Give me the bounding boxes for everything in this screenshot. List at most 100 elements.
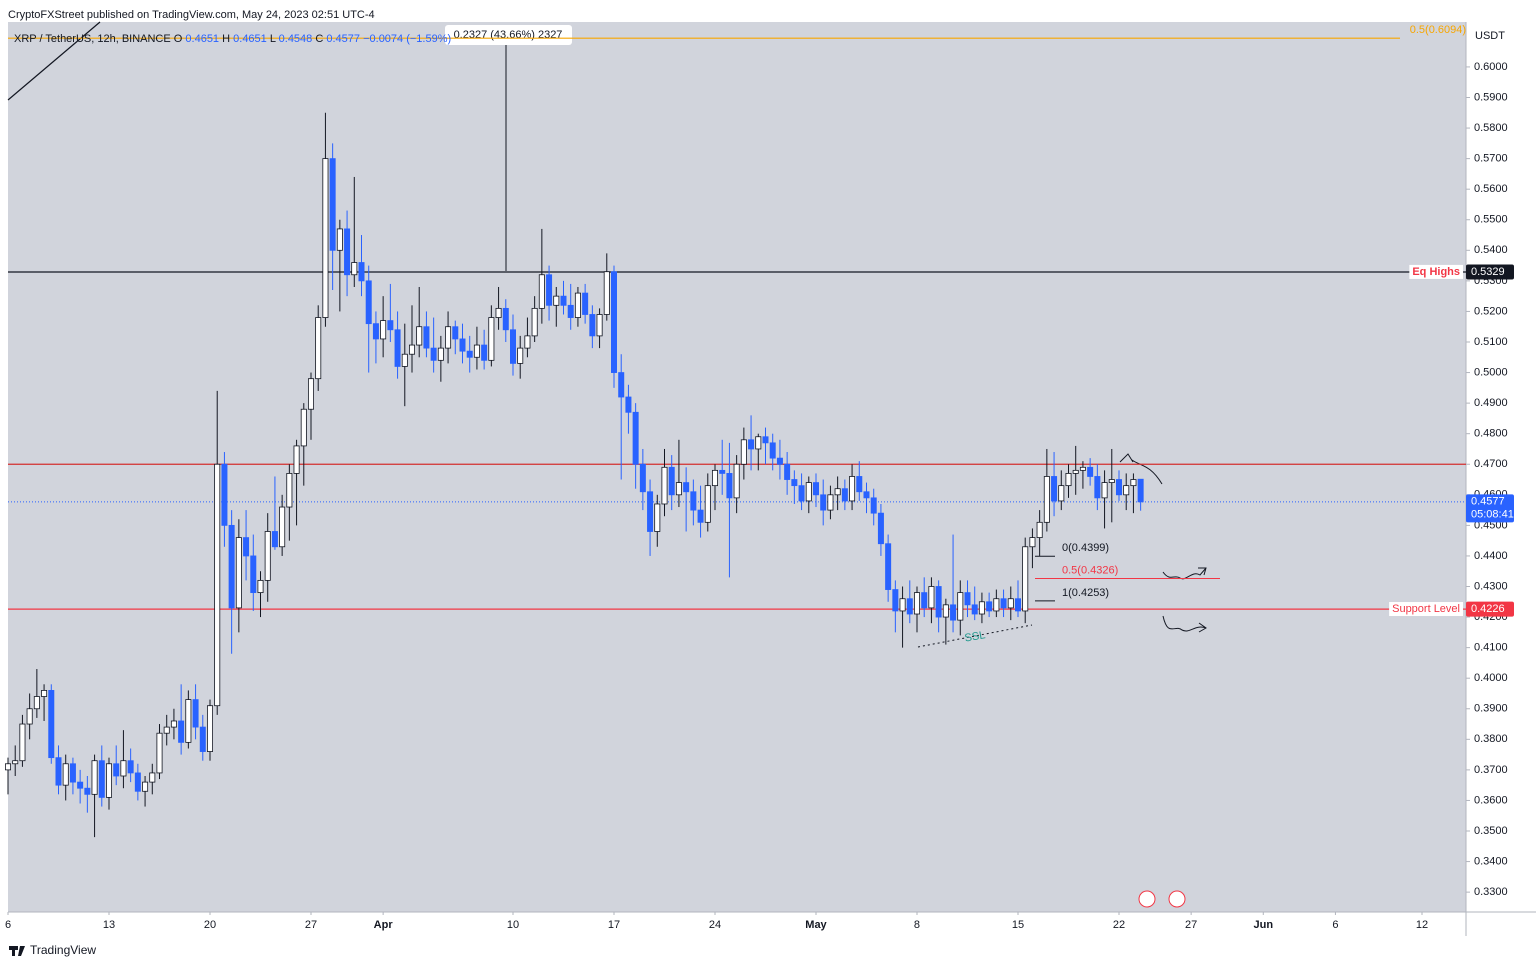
candle-body <box>877 512 884 545</box>
candle-body <box>950 604 957 621</box>
candle-body <box>264 531 271 581</box>
candle-body <box>913 592 920 615</box>
candle-body <box>206 705 213 752</box>
candle-body <box>1007 598 1014 609</box>
candle-body <box>769 442 776 459</box>
candle-body <box>401 353 408 367</box>
candle-body <box>726 473 733 499</box>
candle-body <box>625 396 632 413</box>
candle-body <box>134 772 141 792</box>
y-tick-label: 0.3800 <box>1474 733 1508 745</box>
candle-body <box>445 326 452 349</box>
candle-body <box>163 726 170 734</box>
candle-body <box>863 491 870 499</box>
x-tick-label: 6 <box>5 919 11 931</box>
candle-body <box>26 708 33 725</box>
candle-body <box>870 497 877 514</box>
candle-body <box>91 760 98 795</box>
y-tick-label: 0.3500 <box>1474 825 1508 837</box>
price-tag-label: 0.4577 <box>1471 496 1505 508</box>
candle-body <box>235 537 242 609</box>
candle-body <box>127 760 134 774</box>
candle-body <box>654 503 661 532</box>
candle-body <box>416 326 423 346</box>
candle-body <box>964 592 971 606</box>
candle-body <box>1051 476 1058 502</box>
candle-body <box>199 726 206 752</box>
candle-body <box>827 494 834 511</box>
candle-body <box>279 506 286 548</box>
candle-body <box>286 473 293 508</box>
legend-value: 0.4651 <box>185 33 219 45</box>
trend-line <box>7 21 101 101</box>
candle-body <box>675 482 682 496</box>
legend-value: 0.4577 <box>326 33 360 45</box>
candle-body <box>170 720 177 728</box>
y-tick-label: 0.5500 <box>1474 214 1508 226</box>
candle-body <box>120 760 127 777</box>
candle-body <box>221 463 228 526</box>
candle-body <box>993 598 1000 612</box>
candle-body <box>711 469 718 487</box>
candle-body <box>19 723 26 762</box>
candle-body <box>755 436 762 450</box>
event-icon[interactable] <box>1138 890 1156 908</box>
candle-body <box>524 335 531 349</box>
candle-body <box>1130 479 1137 487</box>
candle-body <box>589 314 596 337</box>
candle-body <box>618 372 625 398</box>
y-tick-label: 0.5900 <box>1474 91 1508 103</box>
candle-body <box>647 491 654 532</box>
candle-body <box>812 482 819 496</box>
candle-body <box>495 307 502 318</box>
candle-body <box>1108 479 1115 483</box>
level-label: 0.5(0.6094) <box>1410 24 1466 36</box>
candle-body <box>1094 476 1101 499</box>
x-tick-label: 20 <box>204 919 216 931</box>
candle-body <box>192 699 199 728</box>
candle-body <box>98 760 105 798</box>
candle-body <box>1115 479 1122 496</box>
candle-body <box>683 482 690 493</box>
candle-body <box>12 760 19 765</box>
candle-body <box>48 690 55 759</box>
y-tick-label: 0.6000 <box>1474 61 1508 73</box>
candle-body <box>228 524 235 609</box>
candle-body <box>1000 598 1007 609</box>
candle-body <box>1058 485 1065 502</box>
candle-body <box>957 592 964 621</box>
price-tag-label: 0.4226 <box>1471 603 1505 615</box>
y-tick-label: 0.5800 <box>1474 122 1508 134</box>
x-tick-label: 6 <box>1332 919 1338 931</box>
candle-body <box>1137 478 1144 503</box>
candle-body <box>55 757 62 786</box>
candle-body <box>986 601 993 612</box>
candle-body <box>113 763 120 777</box>
candle-body <box>820 494 827 511</box>
y-tick-label: 0.5400 <box>1474 244 1508 256</box>
candle-body <box>567 304 574 318</box>
event-icon[interactable] <box>1168 890 1186 908</box>
candle-body <box>322 158 329 318</box>
candle-body <box>841 488 848 502</box>
y-tick-label: 0.3300 <box>1474 886 1508 898</box>
candle-body <box>178 720 185 743</box>
candle-body <box>243 537 250 557</box>
candle-body <box>271 531 278 548</box>
candle-body <box>596 314 603 337</box>
candle-body <box>315 317 322 380</box>
candle-body <box>5 763 11 771</box>
candle-body <box>906 598 913 615</box>
ssl-label: SSL <box>964 629 987 644</box>
candle-body <box>661 466 668 505</box>
candle-body <box>776 457 783 465</box>
x-tick-label: 13 <box>103 919 115 931</box>
candle-body <box>942 604 949 618</box>
y-tick-label: 0.4700 <box>1474 458 1508 470</box>
candle-body <box>488 317 495 361</box>
candle-body <box>1014 598 1021 612</box>
x-tick-label: 10 <box>507 919 519 931</box>
candle-body <box>430 347 437 361</box>
candle-body <box>560 295 567 306</box>
